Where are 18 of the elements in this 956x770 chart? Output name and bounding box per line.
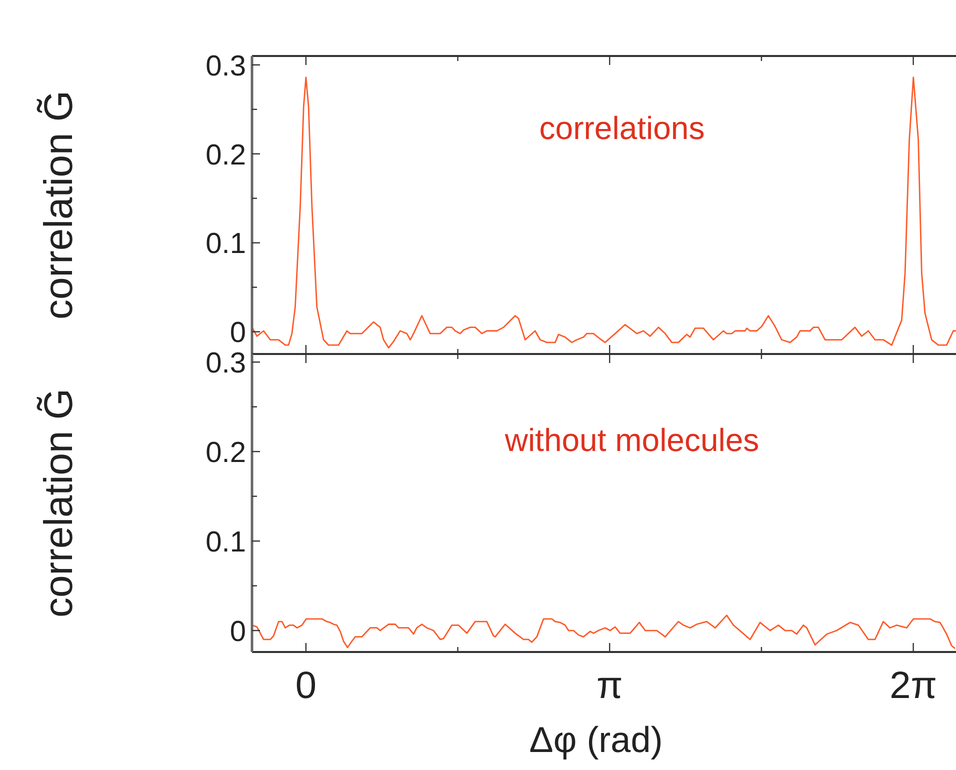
y-tick-label: 0.1 (206, 228, 246, 260)
line-series (251, 76, 956, 348)
annotation: correlations (539, 110, 705, 146)
y-tick-label: 0 (230, 616, 246, 648)
y-tick-label: 0.3 (206, 50, 246, 82)
y-tick-label: 0.2 (206, 436, 246, 469)
y-axis-title: correlation G̃ (36, 388, 81, 618)
annotation: without molecules (504, 422, 760, 458)
y-tick-label: 0.2 (206, 139, 246, 172)
y-tick-label: 0 (230, 317, 246, 350)
y-tick-label: 0.3 (206, 347, 246, 380)
y-axis-title: correlation G̃ (36, 90, 81, 320)
x-tick-label: 0 (295, 665, 317, 707)
x-tick-label: 2π (890, 665, 937, 707)
x-tick-label: π (596, 665, 623, 707)
line-series (251, 614, 956, 650)
y-tick-label: 0.1 (206, 526, 246, 558)
x-axis-title: Δφ (rad) (529, 719, 663, 760)
